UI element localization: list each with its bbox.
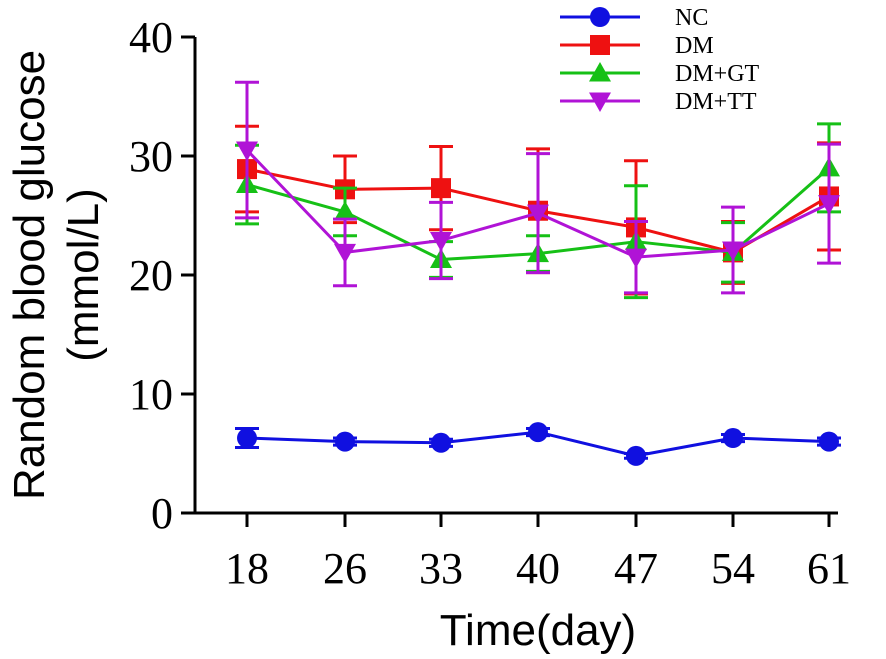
data-point-nc: [431, 432, 451, 453]
x-tick-label: 40: [516, 544, 560, 593]
y-tick-label: 0: [151, 489, 173, 538]
x-tick-label: 33: [419, 544, 463, 593]
data-point-nc: [237, 428, 257, 449]
y-tick-label: 30: [129, 132, 173, 181]
data-point-dm-tt: [818, 195, 840, 215]
x-tick-label: 26: [323, 544, 367, 593]
data-point-dm-tt: [430, 231, 452, 252]
data-point-nc: [723, 428, 743, 449]
x-tick-label: 47: [614, 544, 658, 593]
data-point-nc: [528, 422, 548, 443]
data-point-dm-tt: [722, 241, 744, 262]
data-point-nc: [335, 431, 355, 452]
x-axis-title: Time(day): [440, 606, 636, 655]
x-tick-label: 54: [711, 544, 755, 593]
data-point-dm-tt: [527, 204, 549, 225]
legend-item-dm: DM: [560, 33, 714, 59]
data-point-dm-gt: [334, 200, 356, 221]
data-point-dm: [431, 178, 451, 199]
legend-item-nc: NC: [560, 5, 708, 31]
legend-label: DM+TT: [675, 89, 757, 115]
x-axis-ticks: 18 26 33 40 47 54 61: [225, 513, 851, 593]
x-tick-label: 61: [807, 544, 851, 593]
data-point-dm-tt: [625, 248, 647, 269]
x-tick-label: 18: [225, 544, 269, 593]
data-point-nc: [626, 445, 646, 466]
legend-label: NC: [675, 5, 708, 31]
y-tick-label: 40: [129, 13, 173, 62]
series-nc: [235, 422, 841, 466]
legend-item-dm-gt: DM+GT: [560, 61, 760, 87]
y-tick-label: 20: [129, 251, 173, 300]
y-axis-title-line1: Random blood glucose: [5, 50, 54, 500]
axes: 0 10 20 30 40 18 26 33 40 47 54 61: [129, 13, 851, 593]
y-axis-ticks: 0 10 20 30 40: [129, 13, 195, 538]
legend-marker: [589, 62, 611, 82]
y-axis-title-line2: (mmol/L): [59, 188, 108, 362]
legend-label: DM: [675, 33, 714, 59]
data-point-nc: [819, 431, 839, 452]
legend-marker: [589, 92, 611, 112]
legend-item-dm-tt: DM+TT: [560, 89, 757, 115]
y-tick-label: 10: [129, 370, 173, 419]
legend-label: DM+GT: [675, 61, 760, 87]
series-dm-tt: [235, 80, 841, 295]
legend-marker: [590, 35, 610, 55]
data-point-dm-tt: [334, 243, 356, 264]
series-layer: [235, 80, 841, 466]
legend-marker: [590, 7, 610, 27]
data-point-dm-tt: [236, 141, 258, 162]
